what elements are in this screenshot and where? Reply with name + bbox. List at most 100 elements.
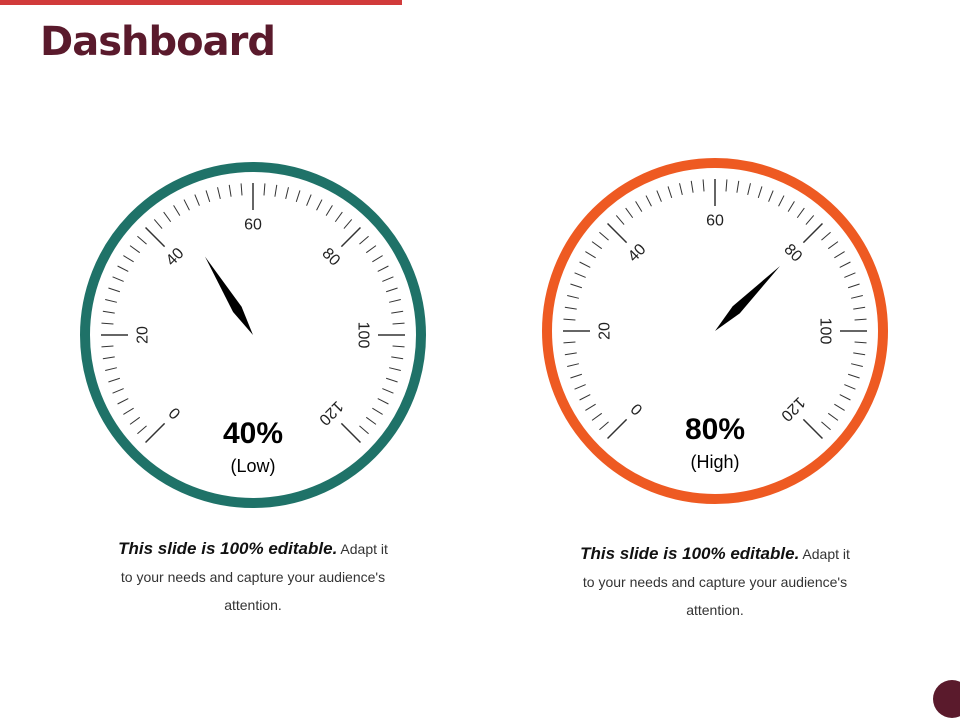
minor-tick [853, 352, 866, 356]
minor-tick [217, 187, 221, 199]
minor-tick [372, 407, 383, 415]
minor-tick [805, 215, 815, 225]
major-tick [606, 222, 628, 244]
minor-tick [112, 276, 124, 282]
minor-tick [105, 299, 117, 303]
minor-tick [316, 199, 323, 211]
minor-tick [778, 195, 785, 207]
minor-tick [365, 245, 377, 254]
caption-right: This slide is 100% editable. Adapt it to… [560, 540, 870, 624]
minor-tick [391, 356, 404, 360]
minor-tick [334, 211, 343, 223]
minor-tick [392, 322, 405, 325]
minor-tick [108, 377, 121, 383]
tick-label: 20 [135, 326, 152, 344]
minor-tick [567, 295, 579, 299]
gauge-ticks [101, 183, 405, 444]
gauge-value-label: 40% [223, 417, 283, 450]
minor-tick [585, 403, 596, 411]
major-tick [144, 422, 166, 444]
minor-tick [851, 295, 863, 299]
minor-tick [385, 287, 398, 293]
gauge-needle [204, 256, 253, 335]
minor-tick [117, 265, 129, 272]
minor-tick [183, 199, 190, 211]
minor-tick [579, 261, 591, 268]
top-accent-bar [0, 0, 402, 5]
minor-tick [391, 310, 404, 314]
minor-tick [385, 377, 398, 383]
minor-tick [625, 207, 634, 219]
minor-tick [205, 190, 211, 203]
minor-tick [768, 190, 774, 202]
minor-tick [295, 190, 301, 203]
minor-tick [796, 207, 805, 219]
tick-label: 100 [817, 318, 834, 345]
tick-label: 20 [597, 322, 614, 340]
minor-tick [847, 283, 860, 289]
page-title: Dashboard [40, 19, 276, 65]
minor-tick [389, 367, 401, 371]
minor-tick [101, 322, 114, 325]
minor-tick [851, 363, 863, 367]
tick-label: 60 [244, 217, 262, 234]
minor-tick [827, 241, 839, 250]
minor-tick [615, 215, 625, 225]
minor-tick [137, 425, 147, 435]
minor-tick [173, 205, 181, 216]
caption-body: attention. [686, 602, 744, 618]
minor-tick [656, 190, 662, 202]
minor-tick [105, 367, 117, 371]
gauge-status-label: (High) [690, 452, 739, 472]
minor-tick [564, 352, 577, 356]
minor-tick [574, 384, 586, 390]
major-tick [340, 422, 362, 444]
minor-tick [667, 186, 673, 199]
minor-tick [574, 272, 586, 278]
major-tick [144, 226, 166, 248]
minor-tick [854, 318, 867, 321]
minor-tick [821, 231, 831, 241]
caption-lead: This slide is 100% editable. [118, 539, 338, 558]
minor-tick [591, 241, 603, 250]
minor-tick [372, 255, 383, 263]
caption-body: to your needs and capture your audience'… [582, 574, 848, 590]
minor-tick [839, 394, 851, 401]
minor-tick [567, 363, 579, 367]
minor-tick [102, 310, 115, 314]
minor-tick [844, 272, 856, 278]
caption-body: attention. [224, 597, 282, 613]
minor-tick [599, 231, 609, 241]
minor-tick [240, 183, 243, 196]
caption-body: Adapt it [799, 546, 850, 562]
minor-tick [137, 235, 147, 245]
caption-body: Adapt it [337, 541, 388, 557]
minor-tick [117, 398, 129, 405]
minor-tick [839, 261, 851, 268]
minor-tick [834, 403, 845, 411]
gauge-status-label: (Low) [230, 456, 275, 476]
minor-tick [635, 201, 643, 212]
minor-tick [153, 219, 163, 229]
minor-tick [325, 205, 333, 216]
minor-tick [854, 341, 867, 344]
minor-tick [359, 425, 369, 435]
minor-tick [389, 299, 401, 303]
minor-tick [359, 235, 369, 245]
minor-tick [228, 184, 232, 197]
minor-tick [736, 180, 740, 193]
tick-label: 60 [706, 213, 724, 230]
minor-tick [645, 195, 652, 207]
minor-tick [679, 183, 683, 195]
minor-tick [129, 416, 141, 425]
gauge-ticks [563, 179, 867, 440]
minor-tick [102, 356, 115, 360]
minor-tick [377, 398, 389, 405]
minor-tick [285, 187, 289, 199]
minor-tick [844, 384, 856, 390]
minor-tick [853, 306, 866, 310]
gauge-value-label: 80% [685, 413, 745, 446]
minor-tick [306, 194, 312, 206]
minor-tick [123, 255, 134, 263]
minor-tick [821, 421, 831, 431]
